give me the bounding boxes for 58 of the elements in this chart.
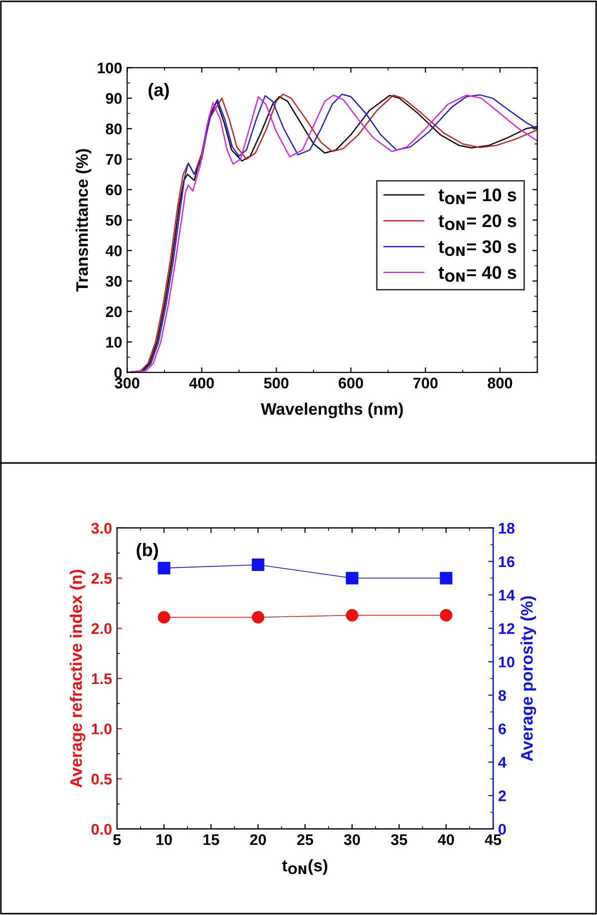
x-tick-label: 30	[344, 834, 360, 846]
y2-tick-label: 14	[498, 590, 515, 600]
y-axis-title: Transmittance (%)	[76, 149, 92, 292]
x-tick-label: 800	[488, 378, 512, 388]
legend-label: t$_{ON}$= 20 s	[438, 214, 516, 230]
y2-axis-title: Average porosity (%)	[520, 596, 536, 762]
y-tick-label: 80	[106, 124, 122, 134]
y2-tick-label: 4	[498, 757, 506, 768]
x-tick-label: 500	[264, 378, 288, 388]
point	[158, 562, 170, 574]
legend-label: t$_{ON}$= 10 s	[438, 188, 516, 204]
point	[252, 558, 264, 571]
y2-tick-label: 18	[498, 522, 515, 534]
y-tick-label: 2.0	[91, 623, 112, 634]
x-tick-label: 400	[189, 378, 214, 388]
x-axis-title: t$_{ON}$(s)	[282, 859, 328, 875]
y-tick-label: 10	[106, 336, 122, 348]
x-tick-label: 35	[390, 834, 408, 846]
y2-tick-label: 2	[498, 790, 506, 802]
y-tick-label: 1.5	[92, 674, 112, 684]
y-tick-label: 100	[98, 62, 122, 74]
x-tick-label: 10	[156, 834, 172, 846]
x-tick-label: 45	[484, 834, 502, 846]
x-tick-label: 25	[297, 834, 314, 846]
y-tick-label: 0.0	[92, 824, 112, 835]
y-tick-label: 40	[106, 245, 122, 256]
y-tick-label: 1.0	[92, 724, 112, 734]
y2-tick-label: 16	[498, 556, 514, 568]
y-tick-label: 60	[106, 184, 122, 196]
y-tick-label: 20	[106, 306, 122, 318]
x-tick-label: 300	[114, 378, 140, 389]
x-tick-label: 600	[338, 378, 363, 388]
y2-tick-label: 8	[498, 690, 506, 701]
y2-tick-label: 0	[498, 824, 506, 835]
y-tick-label: 2.5	[91, 572, 112, 584]
x-tick-label: 20	[250, 834, 266, 846]
y2-tick-label: 12	[498, 623, 514, 634]
x-tick-label: 5	[113, 834, 121, 846]
annotation: (a)	[148, 82, 169, 100]
x-tick-label: 40	[438, 834, 454, 846]
x-tick-label: 15	[204, 834, 220, 846]
legend-label: t$_{ON}$= 40 s	[438, 266, 516, 282]
legend-label: t$_{ON}$= 30 s	[438, 240, 516, 256]
y-tick-label: 0.5	[92, 774, 112, 785]
y-tick-label: 0	[114, 367, 122, 378]
y-tick-label: 90	[106, 93, 122, 104]
y2-tick-label: 10	[498, 656, 514, 668]
y-tick-label: 70	[106, 154, 122, 165]
y-tick-label: 3.0	[91, 522, 112, 534]
y-axis-title: Average refractive index (n)	[70, 570, 86, 788]
annotation: (b)	[136, 543, 158, 560]
point	[346, 572, 358, 584]
x-axis-title: Wavelengths (nm)	[260, 402, 403, 418]
y-tick-label: 30	[106, 276, 122, 287]
y2-tick-label: 6	[498, 724, 506, 734]
x-tick-label: 700	[413, 378, 438, 388]
y-tick-label: 50	[106, 214, 122, 226]
point	[440, 572, 452, 584]
